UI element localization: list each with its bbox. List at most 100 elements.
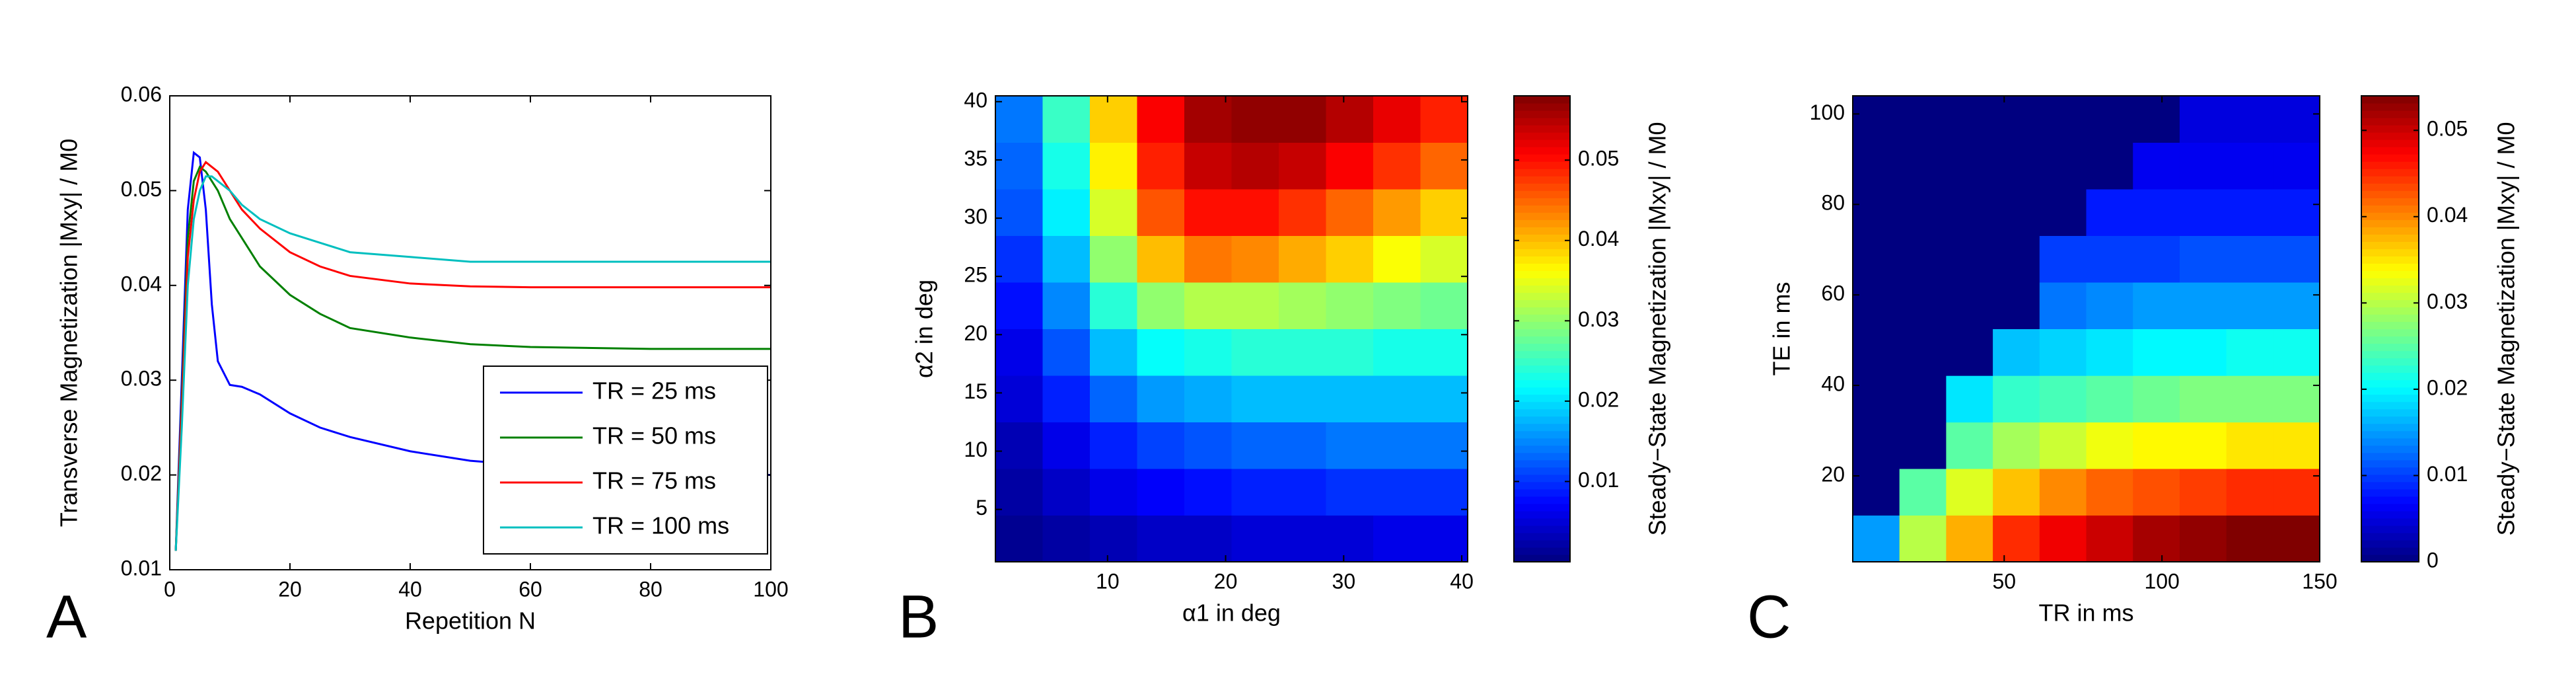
colorbar-slice bbox=[1514, 328, 1570, 337]
heat-cell bbox=[2273, 375, 2320, 423]
heat-cell bbox=[1899, 515, 1947, 562]
heat-cell bbox=[2226, 328, 2273, 376]
heat-cell bbox=[2133, 189, 2180, 236]
heat-cell bbox=[1993, 422, 2040, 469]
heat-cell bbox=[1042, 375, 1091, 422]
colorbar-tick-label: 0.01 bbox=[2427, 462, 2468, 486]
heat-cell bbox=[1326, 328, 1374, 376]
colorbar-tick-label: 0.02 bbox=[2427, 375, 2468, 399]
colorbar-slice bbox=[1514, 488, 1570, 497]
colorbar-slice bbox=[2361, 307, 2419, 315]
heat-cell bbox=[1184, 328, 1232, 376]
colorbar-slice bbox=[1514, 154, 1570, 162]
colorbar-slice bbox=[2361, 147, 2419, 155]
heat-cell bbox=[1137, 515, 1185, 562]
heat-cell bbox=[1993, 469, 2040, 516]
colorbar-slice bbox=[2361, 372, 2419, 381]
heat-cell bbox=[2273, 96, 2320, 143]
colorbar-slice bbox=[1514, 219, 1570, 227]
heat-cell bbox=[1326, 469, 1374, 516]
heat-cell bbox=[1373, 142, 1421, 190]
colorbar-slice bbox=[1514, 132, 1570, 140]
heat-cell bbox=[2086, 189, 2133, 236]
heat-cell bbox=[1090, 96, 1137, 143]
heat-cell bbox=[2086, 422, 2133, 469]
y-tick-label: 0.05 bbox=[121, 177, 162, 201]
colorbar-slice bbox=[1514, 459, 1570, 468]
heat-cell bbox=[1993, 142, 2040, 190]
heat-cell bbox=[1420, 422, 1468, 469]
line bbox=[174, 175, 771, 551]
heat-cell bbox=[1042, 142, 1091, 190]
heat-cell bbox=[1326, 189, 1374, 236]
colorbar-slice bbox=[2361, 503, 2419, 512]
heat-cell bbox=[1420, 469, 1468, 516]
x-tick-label: 80 bbox=[639, 577, 662, 601]
colorbar-slice bbox=[1514, 358, 1570, 366]
colorbar-slice bbox=[1514, 416, 1570, 424]
colorbar-slice bbox=[1514, 292, 1570, 301]
colorbar-slice bbox=[2361, 336, 2419, 344]
x-tick-label: 20 bbox=[278, 577, 302, 601]
colorbar-slice bbox=[1514, 169, 1570, 176]
colorbar-slice bbox=[2361, 474, 2419, 482]
heat-cell bbox=[2039, 189, 2087, 236]
colorbar-slice bbox=[2361, 488, 2419, 497]
heat-cell bbox=[2039, 235, 2087, 283]
colorbar-slice bbox=[1514, 474, 1570, 482]
heat-cell bbox=[1899, 96, 1947, 143]
heat-cell bbox=[1279, 96, 1326, 143]
heat-cell bbox=[1373, 422, 1421, 469]
heat-cell bbox=[1184, 142, 1232, 190]
line bbox=[174, 165, 771, 551]
heat-cell bbox=[1231, 328, 1279, 376]
colorbar-slice bbox=[1514, 503, 1570, 512]
colorbar-slice bbox=[1514, 350, 1570, 359]
heat-cell bbox=[1993, 282, 2040, 329]
colorbar-slice bbox=[1514, 249, 1570, 256]
heat-cell bbox=[1946, 328, 1993, 376]
colorbar-slice bbox=[2361, 249, 2419, 256]
heat-cell bbox=[1326, 282, 1374, 329]
legend-label: TR = 25 ms bbox=[592, 377, 716, 405]
colorbar-slice bbox=[2361, 365, 2419, 373]
colorbar-slice bbox=[2361, 408, 2419, 417]
heat-cell bbox=[1137, 469, 1185, 516]
colorbar-slice bbox=[2361, 256, 2419, 264]
heat-cell bbox=[2133, 96, 2180, 143]
heat-cell bbox=[1373, 189, 1421, 236]
colorbar-slice bbox=[1514, 161, 1570, 169]
colorbar-slice bbox=[1514, 147, 1570, 155]
colorbar-slice bbox=[2361, 387, 2419, 395]
heat-cell bbox=[1899, 422, 1947, 469]
colorbar-tick-label: 0.04 bbox=[2427, 203, 2468, 227]
heat-cell bbox=[1373, 235, 1421, 283]
x-tick-label: 30 bbox=[1332, 569, 1356, 593]
colorbar-slice bbox=[1514, 554, 1570, 562]
colorbar-slice bbox=[1514, 307, 1570, 315]
colorbar-slice bbox=[1514, 379, 1570, 388]
x-axis-label: TR in ms bbox=[2039, 599, 2134, 627]
colorbar-slice bbox=[1514, 496, 1570, 504]
legend-label: TR = 75 ms bbox=[592, 467, 716, 494]
y-tick-label: 0.03 bbox=[121, 367, 162, 391]
colorbar-slice bbox=[1514, 481, 1570, 490]
y-axis-label: Transverse Magnetization |Mxy| / M0 bbox=[55, 139, 83, 527]
heat-cell bbox=[2086, 469, 2133, 516]
colorbar-slice bbox=[2361, 539, 2419, 548]
colorbar-slice bbox=[2361, 430, 2419, 439]
heat-cell bbox=[2039, 142, 2087, 190]
heat-cell bbox=[2133, 235, 2180, 283]
heat-cell bbox=[2226, 469, 2273, 516]
heat-cell bbox=[2179, 375, 2227, 423]
colorbar-slice bbox=[1514, 539, 1570, 548]
axes-frame bbox=[169, 95, 771, 570]
colorbar-slice bbox=[1514, 387, 1570, 395]
colorbar-slice bbox=[1514, 183, 1570, 191]
colorbar-slice bbox=[2361, 510, 2419, 519]
heat-cell bbox=[2226, 375, 2273, 423]
colorbar-slice bbox=[1514, 365, 1570, 373]
heat-cell bbox=[1231, 375, 1279, 422]
heat-cell bbox=[1184, 189, 1232, 236]
